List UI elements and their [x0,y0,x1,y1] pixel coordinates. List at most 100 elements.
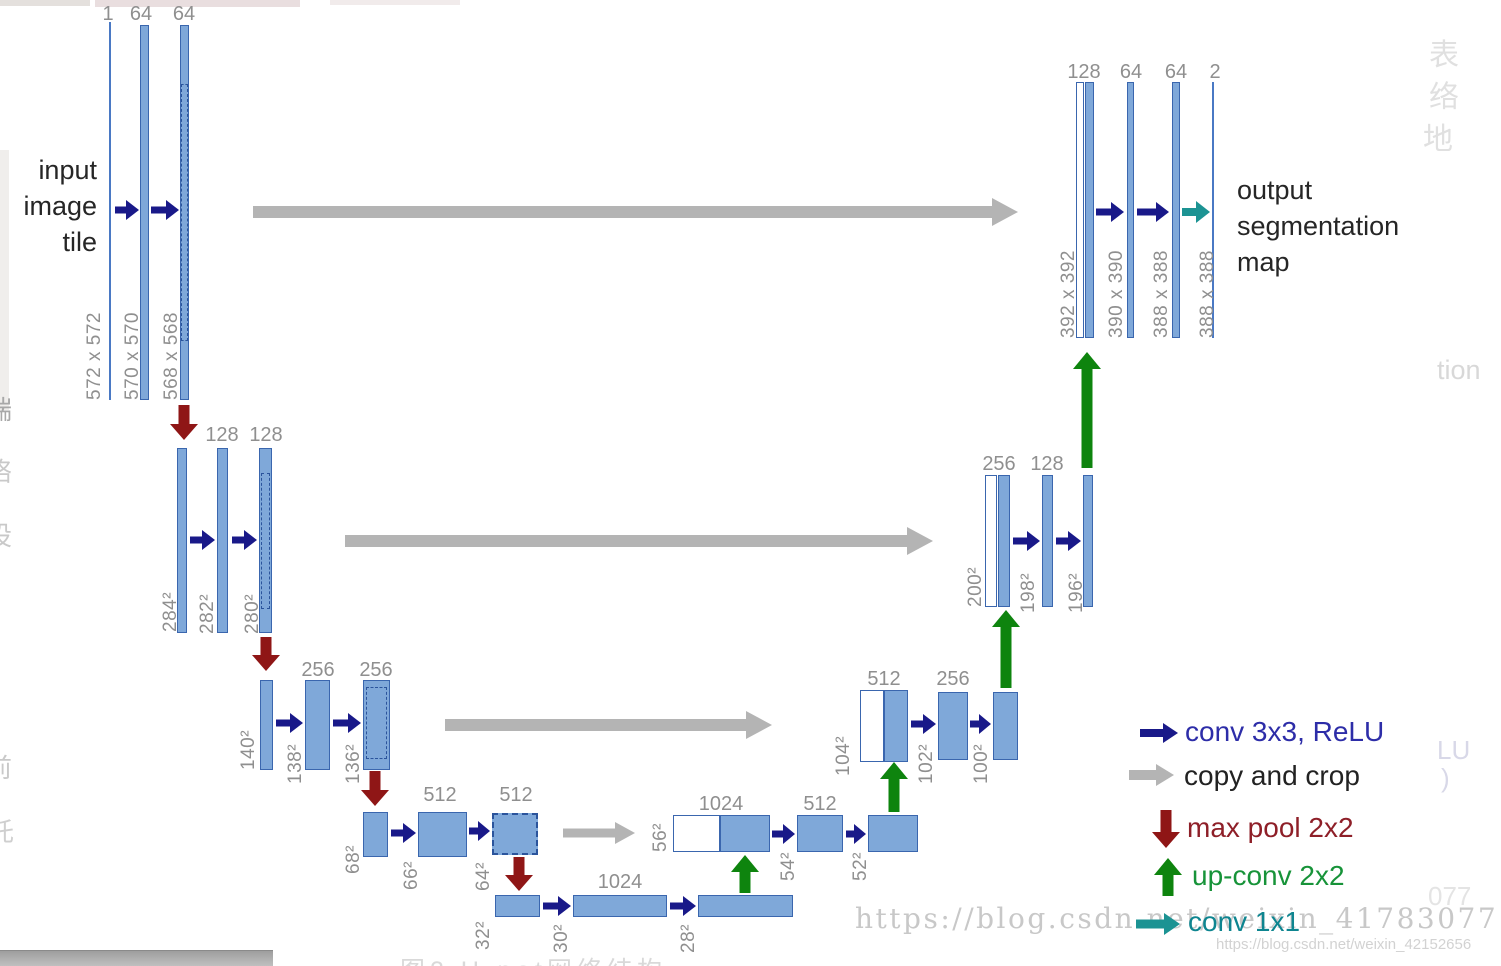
dim-label: 100² [971,743,992,784]
dim-label: 68² [343,845,364,874]
channel-label: 64 [129,3,153,25]
dim-label: 32² [473,921,494,950]
feature-map-bar [1085,82,1094,338]
feature-map-bar [884,690,908,762]
dim-label: 102² [916,743,937,784]
feature-map-bar [260,680,273,770]
feature-map-bar [938,692,968,760]
ghost-text: 设 [0,516,12,553]
dim-label: 52² [850,852,871,881]
feature-map-bar [1083,475,1093,607]
up-conv-arrow [992,610,1020,688]
legend-conv-arrow [1140,723,1178,743]
legend-upconv-arrow [1154,858,1182,896]
channel-label: 64 [1164,61,1188,83]
page-fragment [0,0,90,6]
copy-crop-arrow [253,198,1018,226]
feature-map-bar [797,815,843,852]
ghost-text: 前 [0,748,12,785]
channel-label: 512 [867,668,901,690]
channel-label: 128 [1067,61,1101,83]
feature-map-bar [868,815,918,852]
page-fragment [0,950,273,966]
ghost-text: ) [1441,763,1450,793]
dim-label: 572 x 572 [84,312,105,400]
ghost-text: LU [1437,735,1471,765]
legend-conv1x1-arrow [1136,913,1180,935]
max-pool-arrow [252,637,280,671]
feature-map-bar [418,812,467,857]
conv-arrow [333,713,361,733]
output-label: output segmentation map [1237,175,1400,277]
dim-label: 66² [401,861,422,890]
copied-feature-bar [985,475,997,607]
crop-region-outline [492,813,538,855]
channel-label: 512 [423,784,457,806]
dim-label: 64² [473,862,494,891]
dim-label: 140² [238,729,259,770]
up-conv-arrow [1073,352,1101,468]
copy-crop-arrow [345,527,933,555]
feature-map-bar [259,448,272,633]
ghost-text: 表 [1429,39,1459,72]
legend-upconv-label: up-conv 2x2 [1192,860,1345,891]
conv-arrow [772,824,795,844]
feature-map-bar [720,815,770,852]
conv-arrow [543,896,571,916]
conv-arrow [391,823,416,843]
dim-label: 388 x 388 [1151,250,1172,338]
conv-arrow [469,821,490,841]
channel-label: 256 [301,659,335,681]
copied-feature-bar [860,690,884,762]
channel-label: 256 [982,453,1016,475]
feature-map-bar [1127,82,1134,338]
conv-arrow [911,714,936,734]
feature-map-bar [109,22,111,400]
dim-label: 200² [965,566,986,607]
channel-label: 2 [1209,61,1221,83]
channel-label: 512 [803,793,837,815]
input-label: input image tile [23,155,97,257]
dim-label: 570 x 570 [122,312,143,400]
legend-conv-label: conv 3x3, ReLU [1185,716,1385,747]
max-pool-arrow [505,857,533,891]
dim-label: 568 x 568 [161,312,182,400]
channel-label: 1024 [597,871,643,893]
ghost-text: tion [1437,355,1481,385]
conv-arrow [1056,531,1081,551]
page-fragment [330,0,460,5]
channel-label: 64 [172,3,196,25]
feature-map-bar [573,895,667,917]
legend-maxpool-arrow [1152,810,1180,848]
feature-map-bar [698,895,793,917]
crop-region-outline [181,84,188,341]
dim-label: 388 x 388 [1197,250,1218,338]
copied-feature-bar [1076,82,1084,338]
channel-label: 64 [1119,61,1143,83]
feature-map-bar [140,25,149,400]
conv-arrow [970,714,991,734]
ghost-text: 地 [1423,123,1453,156]
conv-1x1-arrow [1182,201,1210,223]
channel-label: 256 [359,659,393,681]
watermark-small: https://blog.csdn.net/weixin_42152656 [1216,936,1472,953]
channel-label: 512 [499,784,533,806]
feature-map-bar [993,692,1018,760]
crop-region-outline [366,687,387,759]
channel-label: 128 [249,424,283,446]
conv-arrow [846,824,866,844]
legend-copy-arrow [1129,764,1174,786]
dim-label: 280² [242,593,263,634]
ghost-text: 络 [0,452,12,489]
page-fragment [0,150,9,410]
up-conv-arrow [731,855,759,893]
dim-label: 30² [551,924,572,953]
dim-label: 284² [160,591,181,632]
feature-map-bar [180,25,189,400]
legend-copy-label: copy and crop [1184,760,1360,791]
dim-label: 28² [678,924,699,953]
feature-map-bar [1042,475,1053,607]
feature-map-bar [1212,82,1214,338]
dim-label: 56² [650,823,671,852]
